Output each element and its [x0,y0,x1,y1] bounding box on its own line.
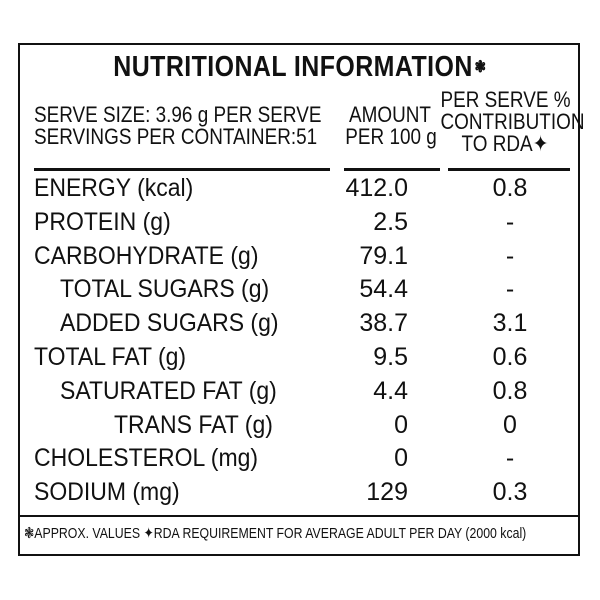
amount-per-100g: 0 [394,410,408,439]
column-header-rda-line: TO RDA✦ [461,131,549,156]
nutrient-row: CARBOHYDRATE (g) 79.1 - [20,240,578,273]
nutrient-row: TOTAL SUGARS (g) 54.4 - [20,273,578,306]
amount-per-100g: 129 [366,478,408,507]
title-text: NUTRITIONAL INFORMATION [113,51,473,83]
rda-contribution: - [505,444,515,473]
column-header-rda-line: CONTRIBUTION [440,109,585,134]
amount-per-100g: 4.4 [373,376,408,405]
nutrient-name: TOTAL FAT (g) [34,343,187,371]
nutrient-row: PROTEIN (g) 2.5 - [20,206,578,239]
nutrient-name: ENERGY (kcal) [34,174,194,202]
header-divider [344,168,440,171]
rda-contribution: - [505,207,515,236]
nutrient-name: ADDED SUGARS (g) [60,309,279,338]
rda-contribution: - [505,241,515,270]
nutrient-name: TRANS FAT (g) [114,410,273,439]
column-header-rda: PER SERVE % CONTRIBUTION TO RDA✦ [440,87,585,156]
nutrient-row: TRANS FAT (g) 0 0 [20,409,578,442]
nutrient-row: CHOLESTEROL (mg) 0 - [20,442,578,475]
footer-divider [20,515,578,517]
column-header-amount-line: AMOUNT [349,102,431,127]
serving-info: SERVE SIZE: 3.96 g PER SERVE SERVINGS PE… [34,104,321,148]
rda-contribution: - [505,275,515,304]
label-title: NUTRITIONAL INFORMATION ❃ [59,51,539,84]
nutrient-name: SODIUM (mg) [34,478,180,507]
nutrient-row: ENERGY (kcal) 412.0 0.8 [20,172,578,205]
serve-size: SERVE SIZE: 3.96 g PER SERVE [34,102,322,127]
nutrient-row: TOTAL FAT (g) 9.5 0.6 [20,341,578,374]
approx-mark-icon: ❃ [474,59,487,76]
rda-contribution: 3.1 [492,309,528,338]
column-header-amount-line: PER 100 g [345,124,437,149]
header-divider [448,168,570,171]
amount-per-100g: 2.5 [373,207,408,236]
nutrient-name: CHOLESTEROL (mg) [34,444,259,473]
nutrient-row: ADDED SUGARS (g) 38.7 3.1 [20,307,578,340]
amount-per-100g: 38.7 [359,309,408,338]
footnote: ❃APPROX. VALUES ✦RDA REQUIREMENT FOR AVE… [24,525,527,542]
amount-per-100g: 9.5 [373,343,408,371]
nutrition-label: NUTRITIONAL INFORMATION ❃ SERVE SIZE: 3.9… [18,43,585,556]
nutrient-name: TOTAL SUGARS (g) [60,275,270,304]
rda-contribution: 0.8 [492,376,528,405]
amount-per-100g: 79.1 [359,241,408,270]
amount-per-100g: 0 [394,444,408,473]
rda-contribution: 0.3 [492,478,528,507]
amount-per-100g: 54.4 [359,275,408,304]
nutrient-name: CARBOHYDRATE (g) [34,241,259,270]
rda-contribution: 0 [503,410,517,439]
servings-per-container: SERVINGS PER CONTAINER:51 [34,124,318,149]
amount-per-100g: 412.0 [345,174,408,202]
nutrient-row: SODIUM (mg) 129 0.3 [20,476,578,509]
rda-contribution: 0.6 [492,343,528,371]
nutrient-name: SATURATED FAT (g) [60,376,277,405]
column-header-rda-line: PER SERVE % [440,87,571,112]
header-divider [34,168,330,171]
column-header-amount: AMOUNT PER 100 g [345,102,437,149]
nutrient-row: SATURATED FAT (g) 4.4 0.8 [20,375,578,408]
rda-contribution: 0.8 [492,174,528,202]
nutrient-name: PROTEIN (g) [34,207,171,236]
